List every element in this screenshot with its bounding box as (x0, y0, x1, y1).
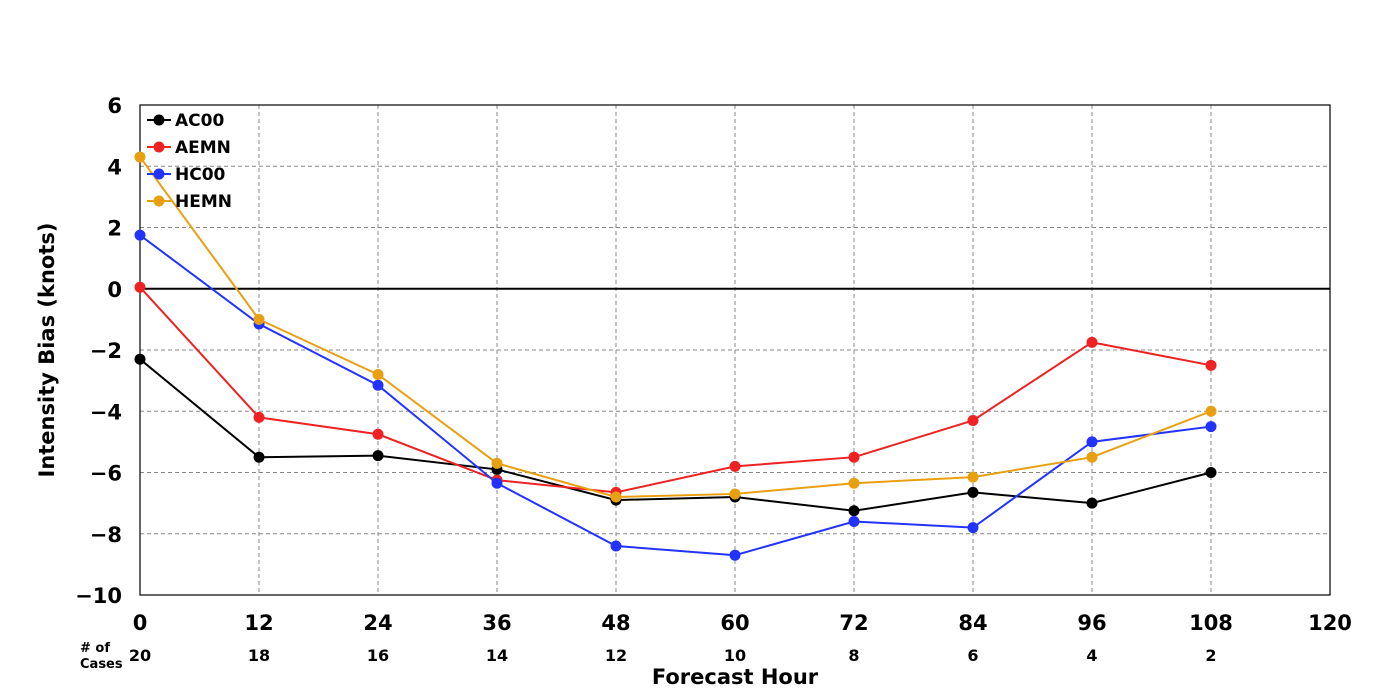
data-point-ac00 (253, 451, 265, 463)
data-point-aemn (134, 281, 146, 293)
data-point-hc00 (491, 477, 503, 489)
series-line-ac00 (139, 358, 1212, 512)
series-layer (134, 151, 1217, 561)
legend-label: AEMN (175, 138, 231, 158)
data-point-hemn (729, 488, 741, 500)
data-point-aemn (1205, 359, 1217, 371)
data-point-hc00 (1205, 421, 1217, 433)
x-tick-label: 48 (601, 611, 630, 635)
data-point-ac00 (967, 486, 979, 498)
y-tick-label: −4 (90, 400, 122, 424)
data-point-hemn (372, 369, 384, 380)
data-point-ac00 (134, 353, 146, 365)
case-count: 20 (129, 646, 151, 665)
data-point-hemn (491, 457, 503, 469)
series-hc00 (134, 229, 1217, 561)
case-count: 16 (367, 646, 389, 665)
case-count: 8 (848, 646, 859, 665)
series-line-hemn (139, 156, 1212, 499)
grid-lines (140, 105, 1330, 595)
data-point-hemn (253, 313, 265, 325)
data-point-hc00 (848, 516, 860, 527)
data-point-hc00 (134, 229, 146, 241)
x-tick-label: 0 (133, 611, 148, 635)
data-point-ac00 (1205, 467, 1217, 478)
series-aemn (134, 281, 1217, 498)
data-point-aemn (372, 428, 384, 440)
legend-label: AC00 (175, 111, 224, 131)
case-count: 14 (486, 646, 508, 665)
data-point-hc00 (729, 549, 741, 561)
data-point-hemn (1086, 451, 1098, 463)
y-tick-label: −2 (90, 339, 122, 363)
case-count: 18 (248, 646, 270, 665)
x-tick-label: 12 (244, 611, 273, 635)
plot-frame (139, 104, 1331, 596)
legend: AC00 AEMN HC00 HEMN (147, 111, 232, 212)
data-point-aemn (253, 411, 265, 423)
legend-swatch-marker (153, 141, 165, 153)
cases-header-line2: Cases (80, 657, 123, 672)
y-tick-label: −8 (90, 523, 122, 547)
y-tick-label: 2 (107, 217, 122, 241)
case-count: 10 (724, 646, 746, 665)
data-point-hc00 (610, 540, 622, 552)
legend-label: HEMN (175, 192, 232, 212)
cases-header-line1: # of (80, 641, 110, 656)
legend-swatch-marker (153, 195, 165, 207)
series-line-aemn (139, 286, 1212, 494)
x-axis-label: Forecast Hour (652, 665, 819, 689)
y-tick-label: 0 (107, 278, 122, 302)
x-tick-label: 60 (720, 611, 749, 635)
data-point-hemn (967, 471, 979, 483)
legend-item-hc00: HC00 (147, 165, 226, 185)
legend-item-aemn: AEMN (147, 138, 231, 158)
x-tick-label: 72 (839, 611, 868, 635)
data-point-hemn (1205, 405, 1217, 417)
data-point-aemn (729, 460, 741, 472)
case-counts: # of Cases 20 18 16 14 12 10 8 6 4 2 (80, 641, 1217, 672)
series-line-hc00 (139, 234, 1212, 557)
y-tick-label: 4 (107, 155, 122, 179)
y-tick-labels: −10 −8 −6 −4 −2 0 2 4 6 (75, 94, 122, 608)
data-point-hemn (610, 491, 622, 503)
data-point-hemn (848, 477, 860, 489)
data-point-hemn (134, 151, 146, 163)
x-tick-label: 108 (1189, 611, 1233, 635)
legend-item-ac00: AC00 (147, 111, 224, 131)
x-tick-label: 120 (1308, 611, 1352, 635)
data-point-aemn (1086, 336, 1098, 348)
data-point-ac00 (848, 505, 860, 517)
legend-label: HC00 (175, 165, 226, 185)
data-point-aemn (848, 451, 860, 463)
x-tick-label: 36 (482, 611, 511, 635)
case-count: 6 (967, 646, 978, 665)
data-point-aemn (967, 414, 979, 426)
case-count: 4 (1086, 646, 1097, 665)
data-point-hc00 (1086, 436, 1098, 448)
series-ac00 (134, 353, 1217, 517)
x-tick-label: 96 (1077, 611, 1106, 635)
x-tick-labels: 0 12 24 36 48 60 72 84 96 108 120 (133, 611, 1352, 635)
data-point-hc00 (967, 522, 979, 534)
case-count: 2 (1205, 646, 1216, 665)
data-point-ac00 (372, 450, 384, 462)
x-tick-label: 84 (958, 611, 987, 635)
y-tick-label: −10 (75, 584, 122, 608)
case-count: 12 (605, 646, 627, 665)
y-tick-label: 6 (107, 94, 122, 118)
legend-item-hemn: HEMN (147, 192, 232, 212)
legend-swatch-marker (153, 114, 165, 126)
data-point-ac00 (1086, 497, 1098, 509)
legend-swatch-marker (153, 168, 165, 180)
y-tick-label: −6 (90, 462, 122, 486)
series-hemn (134, 151, 1217, 503)
data-point-hc00 (372, 379, 384, 391)
x-tick-label: 24 (363, 611, 392, 635)
y-axis-label: Intensity Bias (knots) (35, 223, 59, 478)
